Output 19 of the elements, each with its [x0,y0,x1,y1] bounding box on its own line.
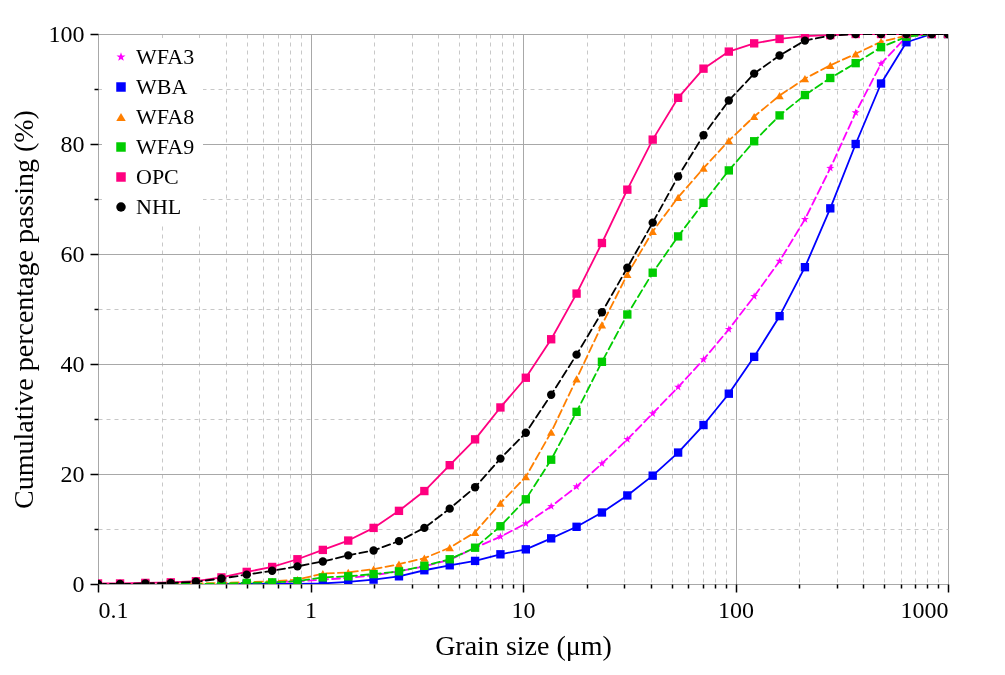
y-axis-title: Cumulative percentage passing (%) [7,110,39,509]
legend-label: OPC [136,164,179,189]
y-tick-label: 80 [60,130,85,157]
y-tick-label: 100 [48,20,85,47]
x-tick-label: 1 [305,596,317,623]
x-tick-label: 10 [511,596,536,623]
legend-label: WBA [136,74,188,99]
y-tick-label: 60 [60,240,85,267]
x-axis-title: Grain size (μm) [435,629,612,661]
y-tick-label: 40 [60,350,85,377]
x-tick-label: 1000 [900,596,949,623]
legend-label: WFA9 [136,134,195,159]
x-tick-label: 100 [718,596,754,623]
legend-label: NHL [136,194,182,219]
x-tick-label: 0.1 [98,596,129,623]
y-tick-label: 20 [60,460,85,487]
legend-label: WFA8 [136,104,195,129]
y-tick-label: 0 [72,570,85,597]
legend-label: WFA3 [136,44,195,69]
